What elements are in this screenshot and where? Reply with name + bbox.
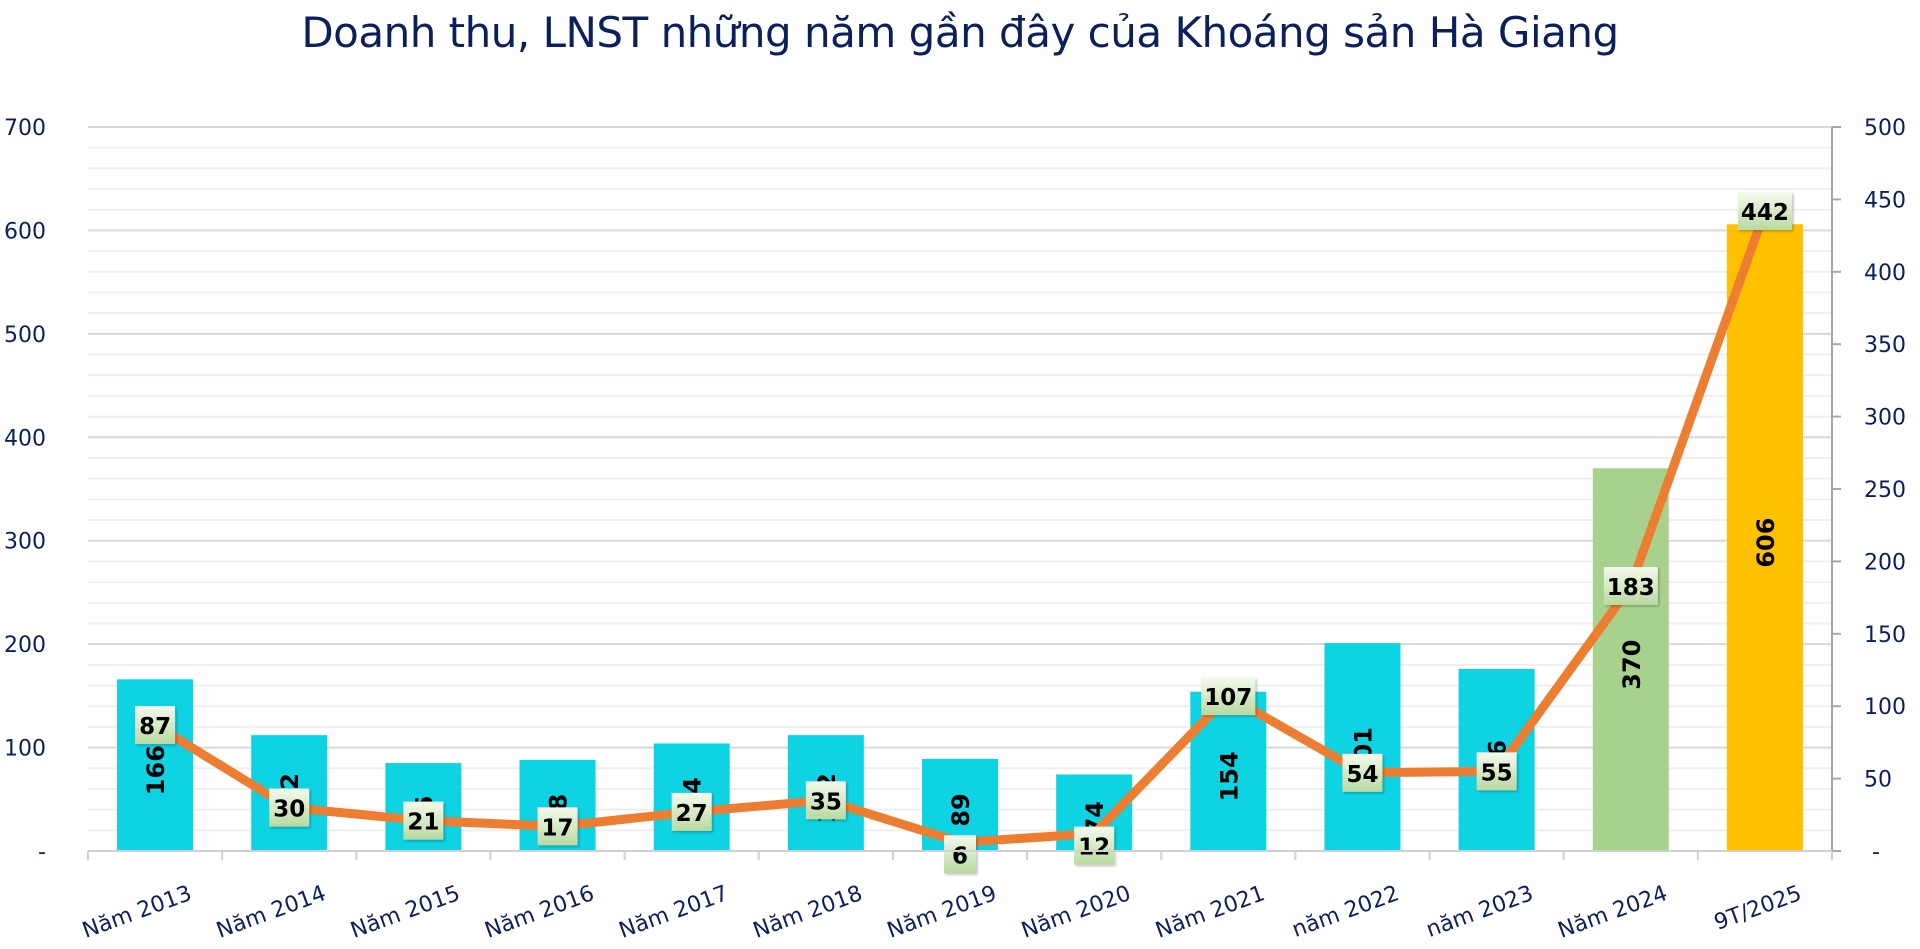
left-axis-tick-label: - [38, 840, 46, 865]
x-axis-category-label: Năm 2013 [79, 881, 195, 944]
profit-label-box [1201, 677, 1256, 716]
right-axis: - 50 100 150 200 250 300 350 400 450 500 [1831, 116, 1906, 865]
profit-label-box [1737, 191, 1792, 230]
revenue-bar-value: 606 [1752, 518, 1780, 568]
profit-value-label: 21 [403, 801, 444, 840]
profit-label-text: 183 [1607, 575, 1655, 601]
profit-value-label: 12 [1074, 826, 1115, 865]
left-axis-tick-label: 500 [4, 323, 46, 348]
profit-value-label: 27 [671, 792, 712, 831]
right-axis-tick-label: 400 [1864, 261, 1906, 286]
right-axis-tick-label: 500 [1864, 116, 1906, 141]
left-axis-tick-label: 400 [4, 426, 46, 451]
left-axis-tick-label: 200 [4, 633, 46, 658]
profit-label-text: 442 [1741, 200, 1789, 226]
profit-label-box [403, 801, 444, 840]
revenue-bars [117, 224, 1803, 852]
x-axis-category-label: năm 2023 [1423, 881, 1537, 943]
x-axis-category-label: Năm 2015 [347, 881, 463, 944]
revenue-bar-value: 370 [1618, 640, 1646, 690]
profit-value-label: 17 [537, 807, 578, 846]
revenue-bar-value: 89 [947, 793, 975, 826]
profit-label-box [671, 792, 712, 831]
right-axis-tick-label: 350 [1864, 333, 1906, 358]
x-axis-category-label: Năm 2018 [750, 881, 866, 944]
left-axis: - 100 200 300 400 500 600 700 [4, 116, 46, 865]
revenue-bar [1726, 224, 1803, 852]
profit-label-box [1342, 753, 1383, 792]
profit-value-label: 87 [135, 706, 176, 745]
profit-value-label: 442 [1737, 191, 1792, 230]
chart-title: Doanh thu, LNST những năm gần đây của Kh… [301, 8, 1619, 57]
x-axis-category-label: Năm 2019 [884, 881, 1000, 944]
right-axis-tick-label: 100 [1864, 695, 1906, 720]
profit-label-box [1603, 567, 1658, 606]
left-axis-tick-label: 300 [4, 530, 46, 555]
right-axis-tick-label: - [1872, 840, 1880, 865]
profit-label-text: 87 [139, 714, 171, 740]
right-axis-tick-label: 250 [1864, 478, 1906, 503]
profit-label-text: 54 [1346, 762, 1378, 788]
profit-label-text: 21 [407, 810, 439, 836]
x-axis-category-label: Năm 2016 [482, 881, 598, 944]
x-axis-category-label: Năm 2021 [1152, 881, 1268, 944]
left-axis-tick-label: 600 [4, 219, 46, 244]
gridlines [88, 126, 1832, 832]
profit-label-text: 55 [1481, 760, 1513, 786]
revenue-bar-value: 154 [1215, 751, 1243, 801]
revenue-bar [1324, 643, 1401, 851]
profit-label-box [135, 706, 176, 745]
right-axis-tick-label: 200 [1864, 550, 1906, 575]
right-axis-tick-label: 50 [1864, 768, 1892, 793]
profit-value-label: 183 [1603, 567, 1658, 606]
x-axis-category-label: Năm 2024 [1555, 881, 1671, 944]
profit-line-labels: 87 30 21 17 27 35 6 12 107 54 55 183 442 [135, 191, 1792, 874]
profit-label-box [1074, 826, 1115, 865]
profit-value-label: 35 [805, 781, 846, 820]
profit-value-label: 107 [1201, 677, 1256, 716]
revenue-bar [1592, 468, 1669, 851]
profit-label-text: 6 [952, 843, 968, 869]
revenue-bar-value: 166 [142, 745, 170, 795]
profit-label-box [944, 835, 976, 874]
x-axis-category-label: năm 2022 [1289, 881, 1403, 943]
right-axis-tick-label: 300 [1864, 406, 1906, 431]
profit-value-label: 30 [269, 788, 310, 827]
x-axis-category-label: 9T/2025 [1711, 881, 1805, 936]
profit-label-text: 17 [542, 815, 574, 841]
profit-label-text: 27 [676, 801, 708, 827]
x-axis-category-label: Năm 2014 [213, 881, 329, 944]
profit-label-box [805, 781, 846, 820]
left-axis-tick-label: 100 [4, 737, 46, 762]
profit-label-text: 30 [273, 797, 305, 823]
x-axis-category-label: Năm 2020 [1018, 881, 1134, 944]
x-axis-category-label: Năm 2017 [616, 881, 732, 944]
profit-value-label: 6 [944, 835, 976, 874]
profit-label-box [537, 807, 578, 846]
profit-label-text: 35 [810, 789, 842, 815]
profit-label-box [1476, 752, 1517, 791]
profit-label-box [269, 788, 310, 827]
profit-value-label: 55 [1476, 752, 1517, 791]
profit-label-text: 12 [1078, 835, 1110, 861]
right-axis-tick-label: 150 [1864, 623, 1906, 648]
profit-value-label: 54 [1342, 753, 1383, 792]
left-axis-tick-label: 700 [4, 116, 46, 141]
profit-label-text: 107 [1204, 685, 1252, 711]
right-axis-tick-label: 450 [1864, 188, 1906, 213]
